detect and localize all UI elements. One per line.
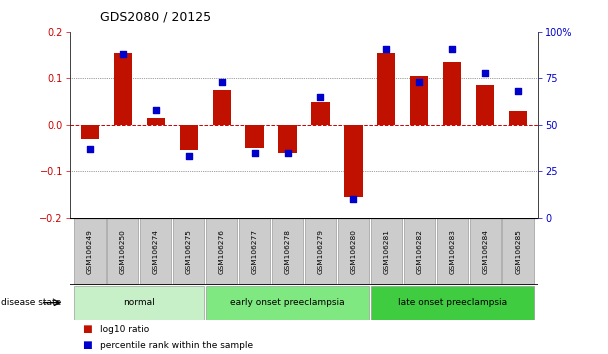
Text: GSM106250: GSM106250 xyxy=(120,229,126,274)
Text: GSM106274: GSM106274 xyxy=(153,229,159,274)
Text: late onset preeclampsia: late onset preeclampsia xyxy=(398,298,507,307)
FancyBboxPatch shape xyxy=(206,218,237,284)
FancyBboxPatch shape xyxy=(305,218,336,284)
Point xyxy=(415,79,424,85)
Bar xyxy=(246,125,264,148)
Bar xyxy=(510,111,527,125)
FancyBboxPatch shape xyxy=(107,218,139,284)
FancyBboxPatch shape xyxy=(437,218,468,284)
FancyBboxPatch shape xyxy=(74,286,204,320)
Text: GDS2080 / 20125: GDS2080 / 20125 xyxy=(100,10,212,23)
Bar xyxy=(476,85,494,125)
Bar xyxy=(114,53,132,125)
FancyBboxPatch shape xyxy=(140,218,171,284)
Point xyxy=(513,88,523,94)
Text: GSM106276: GSM106276 xyxy=(219,229,224,274)
Point xyxy=(348,196,358,202)
FancyBboxPatch shape xyxy=(469,218,501,284)
Point xyxy=(447,46,457,51)
FancyBboxPatch shape xyxy=(404,218,435,284)
Text: GSM106282: GSM106282 xyxy=(416,229,423,274)
Point xyxy=(382,46,392,51)
Text: GSM106249: GSM106249 xyxy=(87,229,92,274)
Point xyxy=(480,70,490,76)
FancyBboxPatch shape xyxy=(74,218,106,284)
Text: ■: ■ xyxy=(82,324,92,334)
Point xyxy=(250,150,260,155)
Point xyxy=(283,150,292,155)
Bar xyxy=(344,125,362,197)
FancyBboxPatch shape xyxy=(173,218,204,284)
FancyBboxPatch shape xyxy=(272,218,303,284)
Text: log10 ratio: log10 ratio xyxy=(100,325,150,334)
Point xyxy=(216,79,226,85)
Text: ■: ■ xyxy=(82,340,92,350)
Point xyxy=(184,154,193,159)
FancyBboxPatch shape xyxy=(502,218,534,284)
Bar xyxy=(179,125,198,150)
Bar xyxy=(443,62,461,125)
Text: GSM106284: GSM106284 xyxy=(482,229,488,274)
Point xyxy=(151,107,161,113)
Bar xyxy=(147,118,165,125)
Point xyxy=(85,146,95,152)
Text: GSM106278: GSM106278 xyxy=(285,229,291,274)
Bar xyxy=(378,53,395,125)
Text: GSM106279: GSM106279 xyxy=(317,229,323,274)
Text: early onset preeclampsia: early onset preeclampsia xyxy=(230,298,345,307)
Text: GSM106283: GSM106283 xyxy=(449,229,455,274)
Text: GSM106285: GSM106285 xyxy=(516,229,521,274)
FancyBboxPatch shape xyxy=(371,286,534,320)
Text: percentile rank within the sample: percentile rank within the sample xyxy=(100,341,254,350)
Text: GSM106280: GSM106280 xyxy=(350,229,356,274)
Text: disease state: disease state xyxy=(1,298,61,307)
Text: normal: normal xyxy=(123,298,155,307)
FancyBboxPatch shape xyxy=(371,218,402,284)
Bar xyxy=(278,125,297,153)
Text: GSM106275: GSM106275 xyxy=(185,229,192,274)
Point xyxy=(316,94,325,100)
FancyBboxPatch shape xyxy=(206,286,369,320)
Bar xyxy=(410,76,429,125)
Bar xyxy=(311,103,330,125)
Bar xyxy=(213,90,230,125)
Point xyxy=(118,51,128,57)
Bar xyxy=(81,125,98,139)
Text: GSM106277: GSM106277 xyxy=(252,229,258,274)
Text: GSM106281: GSM106281 xyxy=(384,229,389,274)
FancyBboxPatch shape xyxy=(337,218,369,284)
FancyBboxPatch shape xyxy=(239,218,271,284)
